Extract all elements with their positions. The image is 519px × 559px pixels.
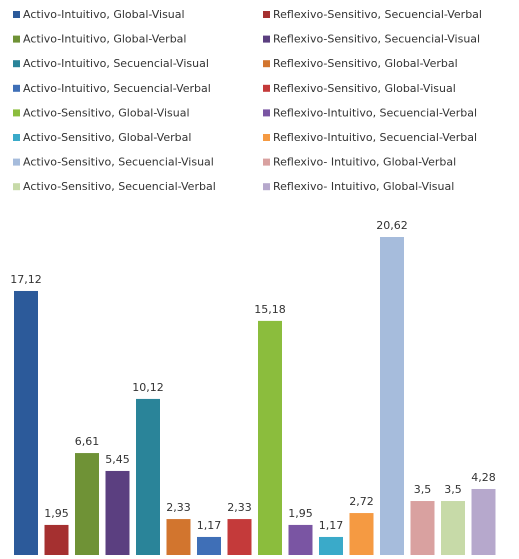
value-label: 3,5 xyxy=(444,483,462,496)
value-label: 15,18 xyxy=(254,303,286,316)
bar xyxy=(410,501,435,555)
legend-label: Activo-Intuitivo, Secuencial-Verbal xyxy=(23,82,211,95)
legend-swatch xyxy=(13,84,20,92)
bar xyxy=(471,488,496,555)
value-label: 2,72 xyxy=(349,495,374,508)
value-label: 3,5 xyxy=(414,483,432,496)
value-label: 10,12 xyxy=(132,381,164,394)
legend-label: Activo-Sensitivo, Global-Verbal xyxy=(23,131,191,144)
legend-swatch xyxy=(263,183,270,191)
legend-label: Activo-Sensitivo, Global-Visual xyxy=(23,106,190,119)
bar xyxy=(349,513,374,555)
legend-swatch xyxy=(263,84,270,92)
legend-swatch xyxy=(13,134,20,141)
legend-swatch xyxy=(263,60,270,68)
bar xyxy=(441,501,465,555)
value-label: 2,33 xyxy=(166,501,191,514)
bar xyxy=(75,453,99,555)
legend-label: Reflexivo-Sensitivo, Secuencial-Visual xyxy=(273,33,480,46)
bar xyxy=(380,237,404,555)
legend-label: Reflexivo-Sensitivo, Global-Verbal xyxy=(273,57,458,70)
value-label: 5,45 xyxy=(105,453,130,466)
value-label: 2,33 xyxy=(227,501,252,514)
legend-swatch xyxy=(13,109,20,117)
legend-swatch xyxy=(13,183,20,191)
value-label: 1,17 xyxy=(197,519,222,532)
bar xyxy=(319,536,343,555)
bar xyxy=(136,398,160,555)
bar xyxy=(288,524,313,555)
legend-swatch xyxy=(13,60,20,68)
legend-label: Reflexivo-Sensitivo, Secuencial-Verbal xyxy=(273,8,482,21)
bar xyxy=(14,290,38,555)
legend-swatch xyxy=(13,158,20,166)
value-label: 1,95 xyxy=(288,507,313,520)
bar xyxy=(105,470,130,555)
value-label: 1,17 xyxy=(319,519,344,532)
legend-label: Reflexivo- Intuitivo, Global-Visual xyxy=(273,180,454,193)
legend-swatch xyxy=(13,11,20,18)
bar xyxy=(166,519,191,555)
value-label: 1,95 xyxy=(44,507,69,520)
legend-swatch xyxy=(263,134,270,141)
legend-label: Reflexivo-Intuitivo, Secuencial-Verbal xyxy=(273,131,477,144)
legend-label: Activo-Intuitivo, Global-Visual xyxy=(23,8,185,21)
legend-swatch xyxy=(263,158,270,166)
legend-label: Activo-Intuitivo, Secuencial-Visual xyxy=(23,57,209,70)
legend-label: Reflexivo-Intuitivo, Secuencial-Verbal xyxy=(273,106,477,119)
legend-label: Activo-Sensitivo, Secuencial-Visual xyxy=(23,156,214,169)
bar xyxy=(197,536,221,555)
legend-swatch xyxy=(263,11,270,18)
legend-label: Activo-Sensitivo, Secuencial-Verbal xyxy=(23,180,216,193)
value-label: 17,12 xyxy=(10,273,42,286)
value-label: 4,28 xyxy=(471,471,496,484)
legend-swatch xyxy=(263,109,270,117)
bar xyxy=(258,320,282,555)
legend-label: Reflexivo-Sensitivo, Global-Visual xyxy=(273,82,456,95)
value-label: 6,61 xyxy=(75,435,100,448)
legend-swatch xyxy=(263,35,270,43)
bar xyxy=(44,524,69,555)
legend-label: Activo-Intuitivo, Global-Verbal xyxy=(23,33,186,46)
value-label: 20,62 xyxy=(376,219,408,232)
legend-label: Reflexivo- Intuitivo, Global-Verbal xyxy=(273,156,456,169)
bar xyxy=(227,519,252,555)
legend-swatch xyxy=(13,35,20,43)
